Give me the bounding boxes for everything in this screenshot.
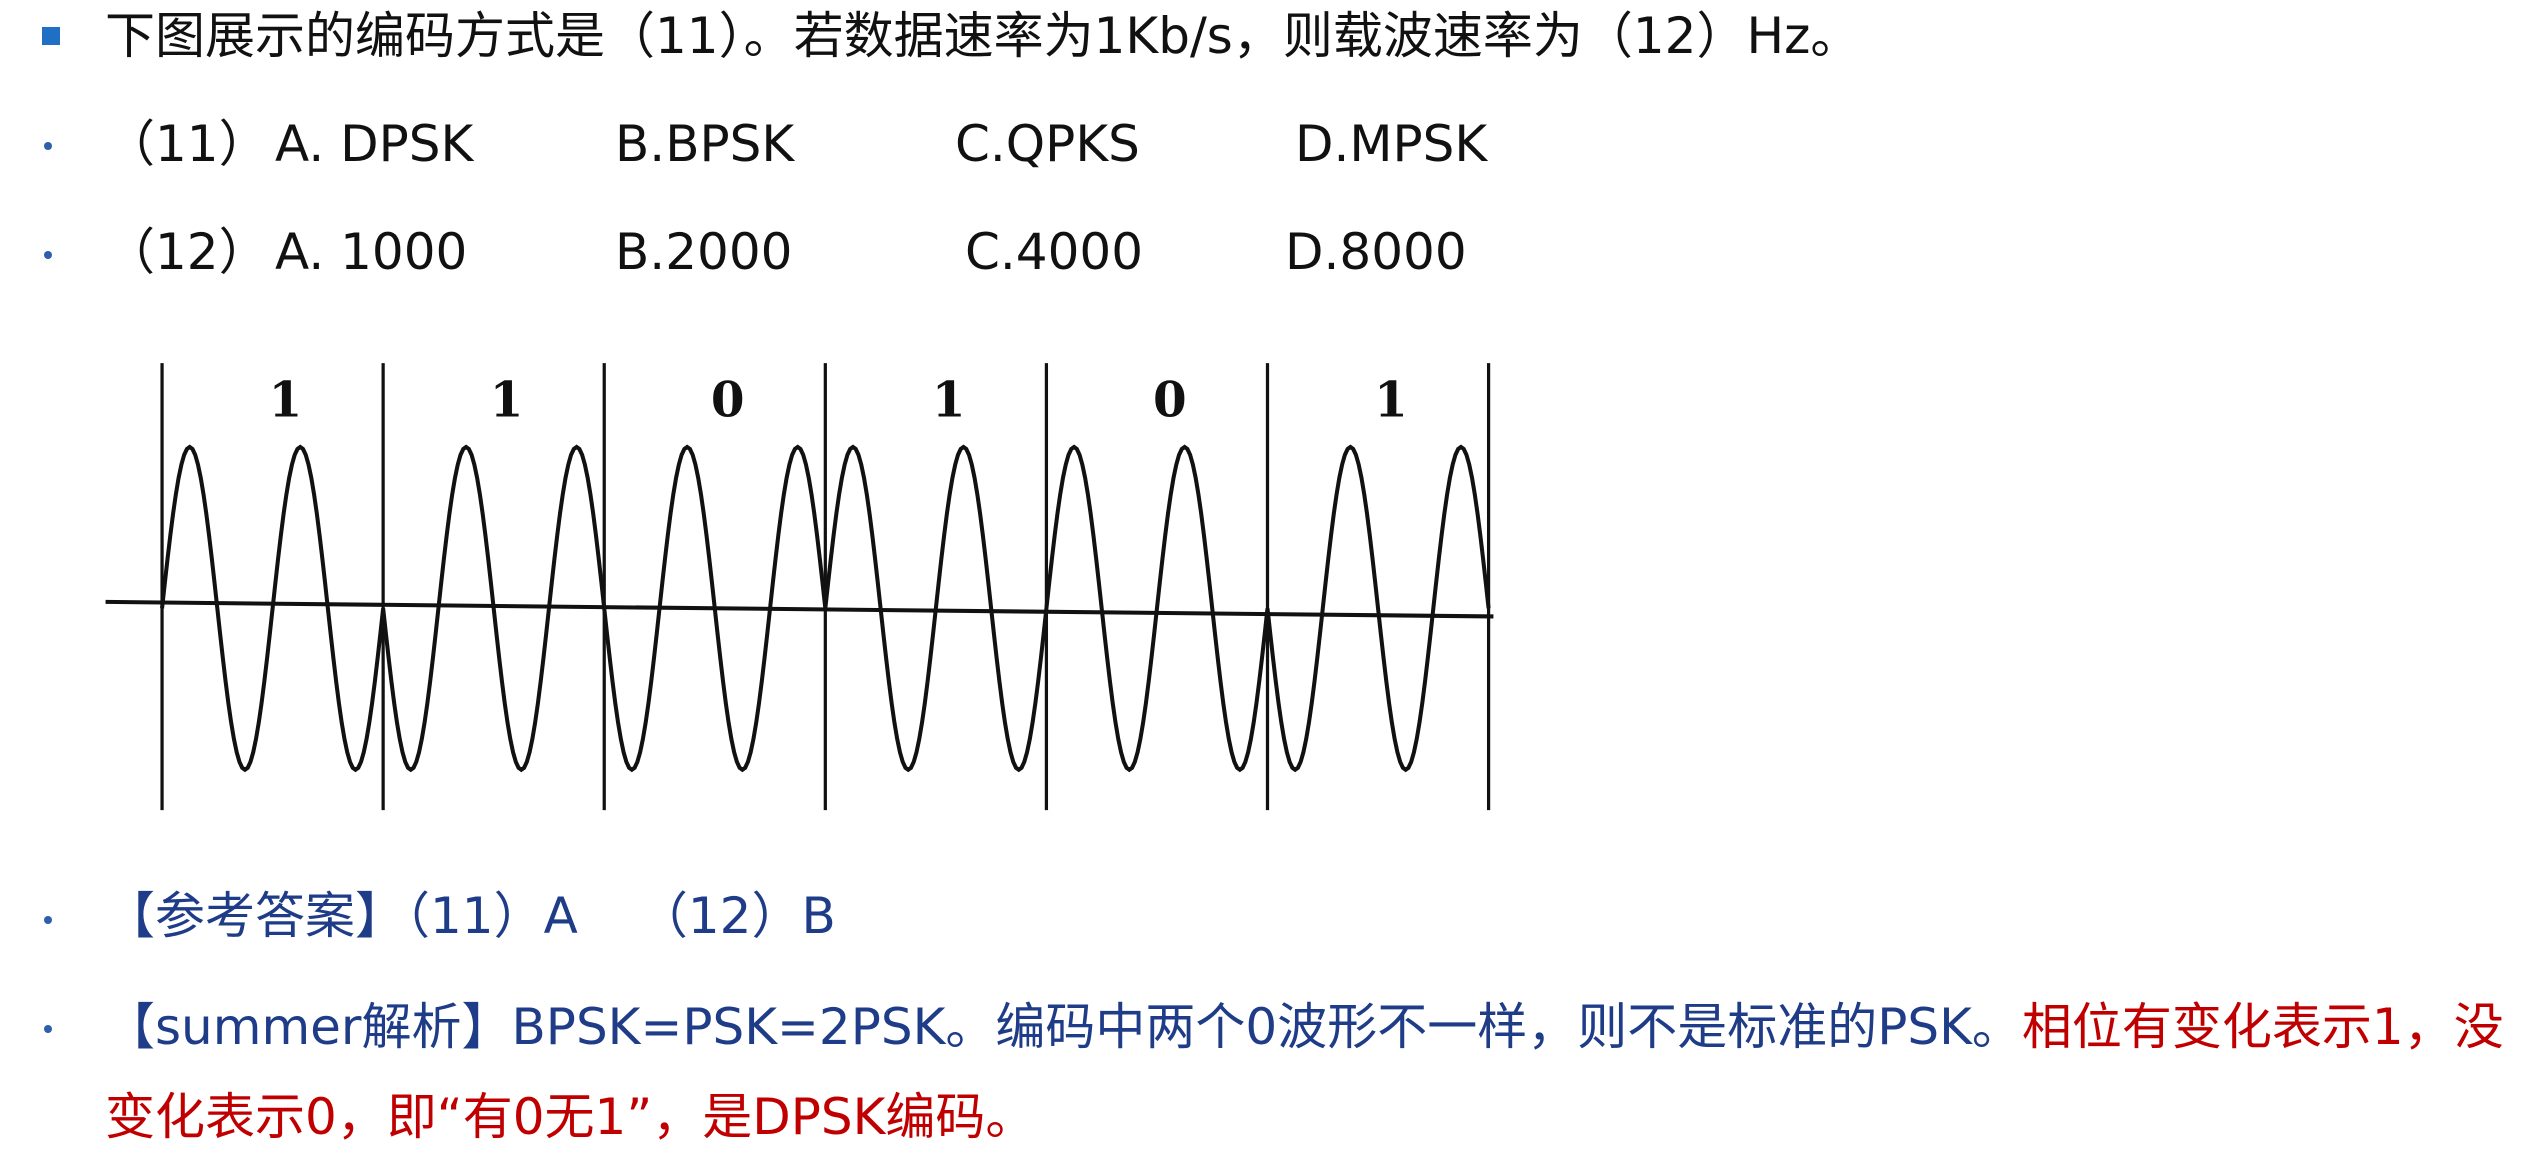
bit-label: 0 (1153, 372, 1187, 428)
answer-label: 【参考答案】 (105, 887, 405, 945)
analysis: 【summer解析】BPSK=PSK=2PSK。编码中两个0波形不一样，则不是标… (105, 982, 2515, 1162)
option-row: （11） A. DPSK B.BPSK C.QPKS D.MPSK (105, 100, 1487, 188)
option: B.2000 (615, 223, 793, 281)
time-axis (105, 599, 1494, 619)
option-label: （12） (105, 223, 269, 281)
bit-label: 1 (490, 372, 524, 428)
option-label: （11） (105, 115, 269, 173)
answer-part: （11）A (405, 887, 578, 945)
carrier-wave (160, 444, 1491, 773)
bit-label: 0 (711, 372, 745, 428)
question: 下图展示的编码方式是（11）。若数据速率为1Kb/s，则载波速率为（12）Hz。 (105, 7, 1861, 65)
bullet (44, 251, 52, 259)
bullet (44, 142, 52, 150)
waveform-figure: 1 1 0 1 0 1 (105, 363, 1494, 811)
analysis-text: BPSK=PSK=2PSK。编码中两个0波形不一样，则不是标准的PSK。 (511, 998, 2022, 1056)
option: D.8000 (1285, 223, 1467, 281)
analysis-highlight: 相位有变化表示1，没变化表示0，即“有0无1”，是DPSK编码。 (105, 998, 2504, 1146)
option: A. DPSK (275, 115, 474, 173)
bit-label: 1 (1374, 372, 1408, 428)
option: A. 1000 (275, 223, 468, 281)
bit-label: 1 (932, 372, 966, 428)
option: C.4000 (965, 223, 1144, 281)
bullet (42, 27, 60, 45)
bullet (44, 916, 52, 924)
option: B.BPSK (615, 115, 795, 173)
answer: 【参考答案】（11）A （12）B (105, 872, 836, 960)
bullet (44, 1025, 52, 1033)
option-row: （12） A. 1000 B.2000 C.4000 D.8000 (105, 208, 1467, 296)
option: C.QPKS (955, 115, 1140, 173)
bit-label: 1 (269, 372, 303, 428)
analysis-label: 【summer解析】 (105, 998, 512, 1056)
answer-part: （12）B (637, 887, 836, 945)
option: D.MPSK (1295, 115, 1488, 173)
